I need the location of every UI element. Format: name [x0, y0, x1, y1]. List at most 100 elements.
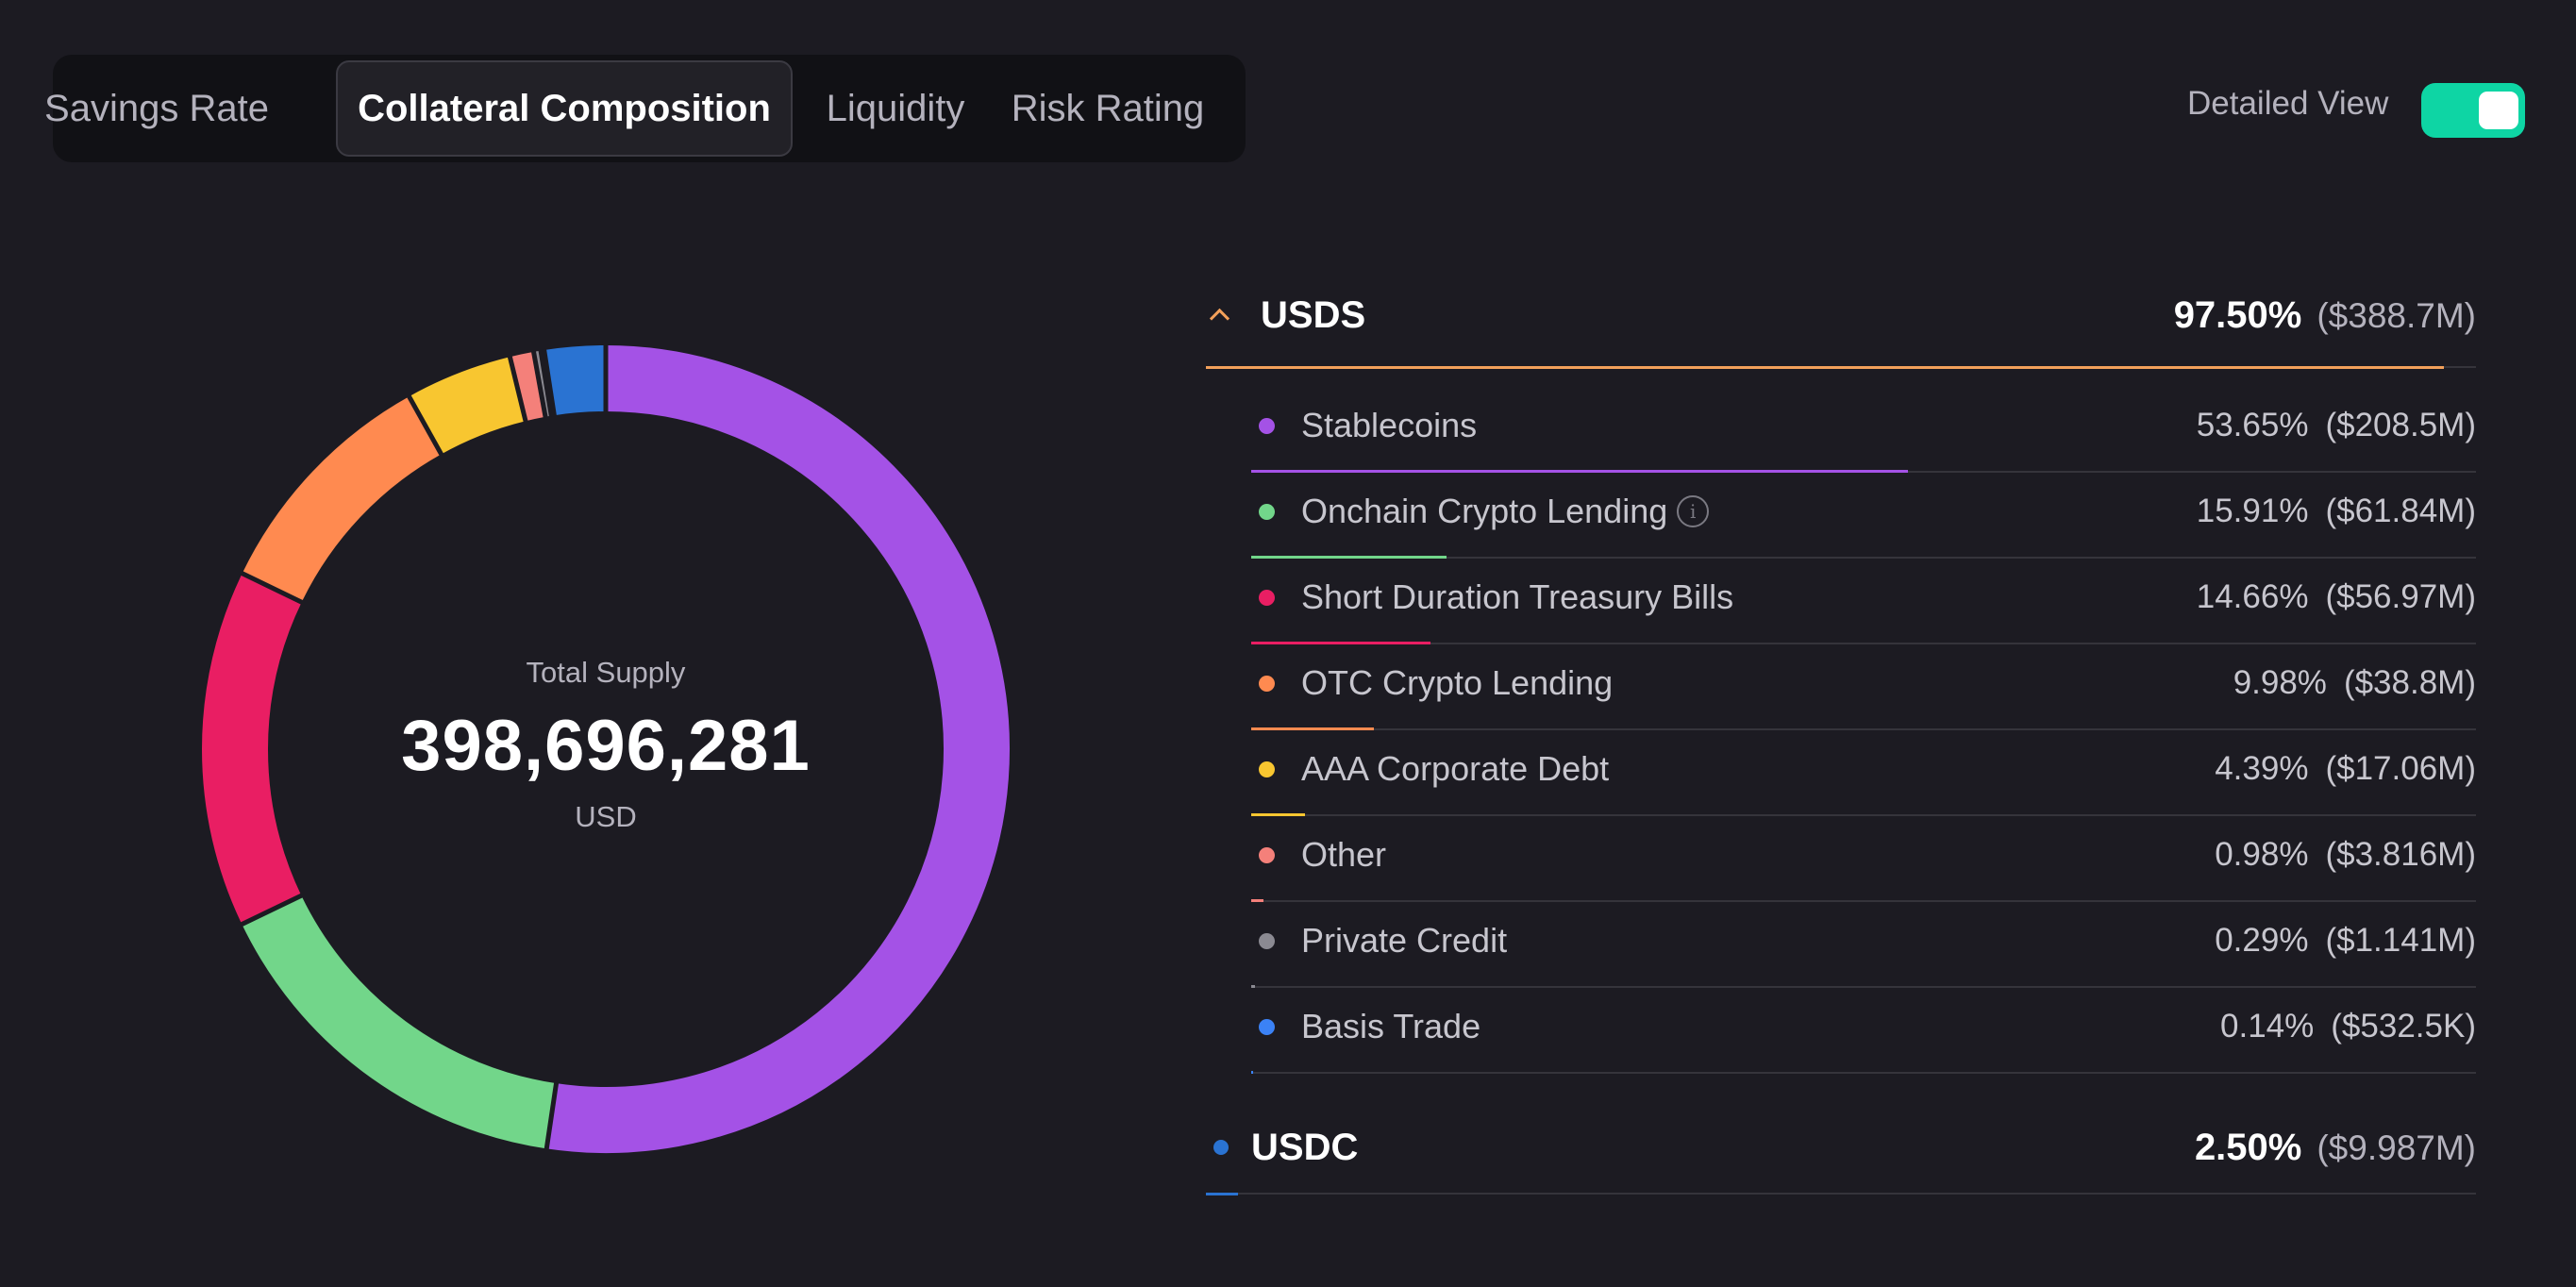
row-share-bar [1251, 642, 1431, 644]
list-item-stablecoins[interactable]: Stablecoins 53.65% ($208.5M) [1251, 387, 2476, 473]
row-share-bar [1251, 1071, 1253, 1074]
group-usds-name: USDS [1261, 293, 1366, 336]
row-label: Basis Trade [1301, 1007, 1481, 1045]
row-share-bar [1251, 556, 1447, 559]
tab-savings-rate[interactable]: Savings Rate [44, 87, 269, 129]
tab-risk-rating[interactable]: Risk Rating [1011, 87, 1205, 129]
row-value: 4.39% ($17.06M) [2215, 750, 2476, 788]
otc-crypto-lending-dot-icon [1259, 675, 1275, 692]
row-percent: 15.91% [2196, 493, 2309, 529]
list-item-aaa-corporate-debt[interactable]: AAA Corporate Debt 4.39% ($17.06M) [1251, 730, 2476, 816]
row-percent: 0.98% [2215, 836, 2309, 873]
donut-slice-separator [538, 349, 554, 418]
list-item-private-credit[interactable]: Private Credit 0.29% ($1.141M) [1251, 902, 2476, 988]
donut-slice-separator [406, 394, 444, 457]
row-value: 0.14% ($532.5K) [2220, 1008, 2476, 1045]
tab-liquidity[interactable]: Liquidity [826, 87, 965, 129]
row-percent: 4.39% [2215, 750, 2309, 787]
row-amount: ($61.84M) [2325, 493, 2476, 529]
row-percent: 53.65% [2196, 407, 2309, 443]
detailed-view-label: Detailed View [2187, 85, 2389, 122]
group-usds-value: 97.50% ($388.7M) [2174, 294, 2476, 337]
row-label: Onchain Crypto Lending [1301, 492, 1668, 530]
row-percent: 0.14% [2220, 1008, 2315, 1045]
list-item-otc-crypto-lending[interactable]: OTC Crypto Lending 9.98% ($38.8M) [1251, 644, 2476, 730]
row-value: 9.98% ($38.8M) [2233, 664, 2476, 702]
usdc-dot-icon [1213, 1140, 1229, 1155]
onchain-crypto-lending-dot-icon [1259, 503, 1275, 520]
group-usdc-divider [1206, 1193, 2476, 1195]
row-label: Other [1301, 835, 1387, 874]
private-credit-dot-icon [1259, 932, 1275, 949]
row-share-bar [1251, 899, 1263, 902]
row-percent: 14.66% [2196, 578, 2309, 615]
donut-slice-onchain-crypto-lending[interactable] [242, 894, 557, 1149]
row-label: Short Duration Treasury Bills [1301, 577, 1734, 616]
other-dot-icon [1259, 846, 1275, 863]
row-amount: ($532.5K) [2331, 1008, 2476, 1045]
tab-bar: Savings Rate Collateral Composition Liqu… [44, 55, 1246, 162]
row-value: 53.65% ($208.5M) [2197, 407, 2476, 444]
basis-trade-dot-icon [1259, 1018, 1275, 1035]
donut-slice-separator [544, 1081, 560, 1150]
donut-slice-separator [240, 893, 304, 928]
row-percent: 9.98% [2233, 664, 2327, 701]
group-usds-share-bar [1206, 366, 2445, 369]
group-usdc-header[interactable]: USDC 2.50% ($9.987M) [1206, 1110, 2476, 1185]
group-usdc-share-bar [1206, 1193, 1238, 1195]
row-share-bar [1251, 727, 1374, 730]
list-item-basis-trade[interactable]: Basis Trade 0.14% ($532.5K) [1251, 988, 2476, 1074]
donut-slice-separator [240, 571, 304, 605]
group-usdc-name: USDC [1251, 1126, 1359, 1168]
donut-slice-separator [530, 350, 548, 419]
row-value: 0.29% ($1.141M) [2215, 922, 2476, 960]
row-amount: ($3.816M) [2325, 836, 2476, 873]
donut-slice-short-duration-treasury-bills[interactable] [202, 573, 302, 925]
chevron-up-icon[interactable] [1206, 302, 1232, 328]
row-amount: ($56.97M) [2325, 578, 2476, 615]
row-value: 0.98% ($3.816M) [2215, 836, 2476, 874]
group-usds-percent: 97.50% [2173, 293, 2302, 336]
group-usds-header[interactable]: USDS 97.50% ($388.7M) [1206, 277, 2476, 353]
row-value: 14.66% ($56.97M) [2197, 578, 2476, 616]
row-percent: 0.29% [2215, 922, 2309, 959]
row-share-bar [1251, 470, 1909, 473]
list-item-other[interactable]: Other 0.98% ($3.816M) [1251, 816, 2476, 902]
row-label: Private Credit [1301, 921, 1508, 960]
donut-slice-stablecoins[interactable] [546, 345, 1010, 1153]
donut-slice-otc-crypto-lending[interactable] [242, 396, 443, 603]
group-usdc-percent: 2.50% [2194, 1126, 2302, 1168]
row-share-bar [1251, 985, 1255, 988]
row-amount: ($208.5M) [2325, 407, 2476, 443]
list-item-short-duration-treasury-bills[interactable]: Short Duration Treasury Bills 14.66% ($56… [1251, 559, 2476, 644]
row-label: Stablecoins [1301, 406, 1478, 444]
aaa-corporate-debt-dot-icon [1259, 760, 1275, 777]
donut-slice-separator [507, 355, 528, 423]
donut-slice-aaa-corporate-debt[interactable] [409, 357, 527, 455]
info-icon[interactable]: i [1677, 495, 1710, 527]
group-usds-amount: ($388.7M) [2317, 295, 2476, 335]
detailed-view-toggle[interactable] [2421, 83, 2525, 138]
donut-svg [202, 344, 1010, 1153]
donut-center: Total Supply 398,696,281 USD [200, 343, 1012, 1155]
total-supply-label: Total Supply [526, 655, 686, 689]
row-label: AAA Corporate Debt [1301, 749, 1610, 788]
group-usds-divider [1206, 366, 2476, 369]
stablecoins-dot-icon [1259, 417, 1275, 434]
group-usdc-value: 2.50% ($9.987M) [2195, 1127, 2476, 1169]
row-amount: ($38.8M) [2343, 664, 2476, 701]
total-supply-unit: USD [575, 799, 637, 833]
row-amount: ($1.141M) [2325, 922, 2476, 959]
treasury-bills-dot-icon [1259, 589, 1275, 606]
collateral-donut-chart: Total Supply 398,696,281 USD [200, 343, 1012, 1155]
donut-slice-separator [542, 348, 557, 417]
row-amount: ($17.06M) [2325, 750, 2476, 787]
group-usdc-amount: ($9.987M) [2317, 1128, 2476, 1167]
total-supply-value: 398,696,281 [401, 705, 811, 786]
row-value: 15.91% ($61.84M) [2197, 493, 2476, 530]
toggle-knob [2479, 92, 2518, 129]
tab-collateral-composition[interactable]: Collateral Composition [336, 60, 793, 157]
list-item-onchain-crypto-lending[interactable]: Onchain Crypto Lending i 15.91% ($61.84M) [1251, 473, 2476, 559]
row-share-bar [1251, 813, 1305, 816]
row-label: OTC Crypto Lending [1301, 663, 1614, 702]
